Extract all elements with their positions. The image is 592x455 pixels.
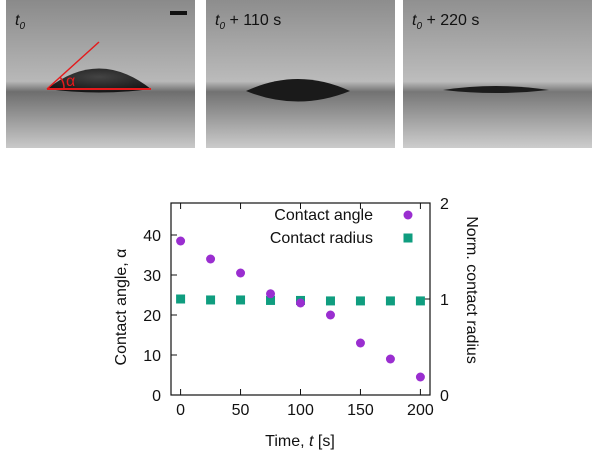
contact-angle-point: [325, 310, 335, 320]
contact-angle-point: [355, 338, 365, 348]
panel-title-110s: t0 + 110 s: [215, 12, 282, 33]
legend-label-contact-angle: Contact angle: [274, 207, 373, 224]
y-left-tick-label: 30: [143, 268, 161, 285]
panel-title-initial: t0: [15, 12, 26, 33]
x-tick-label: 200: [407, 402, 434, 419]
panel-title-220s: t0 + 220 s: [412, 12, 480, 33]
contact-radius-point: [385, 296, 395, 306]
contact-radius-point: [236, 295, 246, 305]
y-left-tick-label: 40: [143, 228, 161, 245]
contact-radius-point: [266, 295, 276, 305]
x-ticks: 0 50 100 150 200: [176, 203, 434, 419]
y-right-tick-label: 0: [440, 388, 449, 405]
droplet-photo-initial: α t0: [6, 0, 195, 148]
droplet-shape: [47, 68, 151, 93]
contact-angle-point: [266, 289, 276, 299]
contact-radius-point: [415, 296, 425, 306]
legend-label-contact-radius: Contact radius: [270, 230, 373, 247]
data-marks: [176, 236, 425, 382]
y-left-ticks: 0 10 20 30 40: [143, 228, 177, 405]
contact-angle-point: [415, 372, 425, 382]
angle-arc: [59, 76, 65, 90]
x-tick-label: 50: [232, 402, 250, 419]
y-right-ticks: 0 1 2: [424, 196, 449, 405]
y-left-tick-label: 10: [143, 348, 161, 365]
y-right-tick-label: 2: [440, 196, 449, 213]
contact-angle-point: [385, 354, 395, 364]
tangent-line: [46, 41, 100, 90]
x-axis-label: Time, t [s]: [265, 433, 335, 450]
x-tick-label: 150: [347, 402, 374, 419]
contact-angle-chart: 0 50 100 150 200 0 10 20 30 40 0 1 2 Time, t [s] C…: [113, 196, 480, 450]
y-left-tick-label: 20: [143, 308, 161, 325]
y-right-tick-label: 1: [440, 292, 449, 309]
alpha-label: α: [66, 73, 75, 90]
y-left-tick-label: 0: [152, 388, 161, 405]
contact-angle-point: [206, 254, 216, 264]
x-tick-label: 0: [176, 402, 185, 419]
legend-marker-contact-radius: [403, 233, 413, 243]
legend-marker-contact-angle: [403, 210, 413, 220]
contact-radius-point: [206, 295, 216, 305]
droplet-shape: [246, 79, 350, 102]
droplet-shape: [443, 86, 549, 93]
legend: Contact angle Contact radius: [270, 207, 413, 247]
contact-radius-point: [176, 294, 186, 304]
contact-radius-point: [325, 296, 335, 306]
contact-angle-point: [236, 268, 246, 278]
x-tick-label: 100: [287, 402, 314, 419]
y-right-axis-label: Norm. contact radius: [463, 216, 480, 364]
contact-angle-point: [296, 298, 305, 308]
scale-bar: [170, 11, 187, 15]
contact-angle-point: [176, 236, 186, 246]
contact-radius-point: [355, 296, 365, 306]
droplet-photo-110s: t0 + 110 s: [206, 0, 395, 148]
droplet-photo-220s: t0 + 220 s: [403, 0, 592, 148]
y-left-axis-label: Contact angle, α: [113, 249, 130, 366]
